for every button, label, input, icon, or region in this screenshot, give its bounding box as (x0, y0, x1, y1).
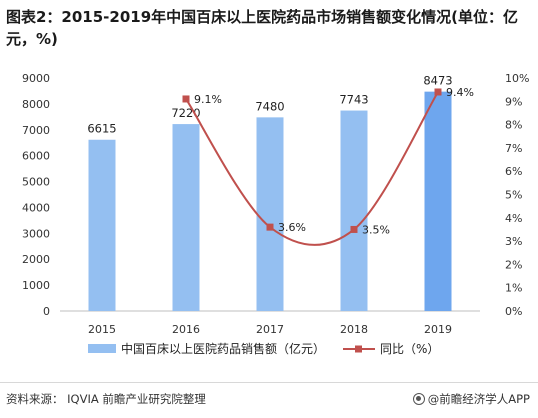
x-tick-label: 2017 (256, 323, 284, 336)
line-value-label: 9.1% (194, 93, 222, 106)
bar (88, 139, 116, 311)
bar (256, 117, 284, 312)
y-left-tick-label: 6000 (22, 150, 50, 163)
bar (340, 110, 368, 311)
brand-text: @前瞻经济学人APP (427, 392, 530, 406)
bar-value-label: 7480 (255, 99, 284, 113)
y-left-tick-label: 9000 (22, 72, 50, 85)
y-right-tick-label: 0% (505, 305, 522, 318)
line-marker (182, 95, 190, 103)
x-tick-label: 2015 (88, 323, 116, 336)
y-left-tick-label: 2000 (22, 253, 50, 266)
line-value-label: 3.5% (362, 223, 390, 236)
line-marker (266, 223, 274, 231)
footer: 资料来源： IQVIA 前瞻产业研究院整理 @前瞻经济学人APP (0, 382, 538, 418)
y-right-tick-label: 10% (505, 72, 529, 85)
line-marker (434, 88, 442, 96)
x-tick-label: 2019 (424, 323, 452, 336)
y-right-tick-label: 2% (505, 258, 522, 271)
y-right-tick-label: 8% (505, 119, 522, 132)
bar (424, 91, 452, 311)
line-value-label: 3.6% (278, 221, 306, 234)
legend-label-line: 同比（%） (380, 342, 439, 356)
y-left-tick-label: 7000 (22, 124, 50, 137)
y-left-tick-label: 8000 (22, 98, 50, 111)
yoy-line (185, 91, 439, 246)
y-left-tick-label: 3000 (22, 227, 50, 240)
y-right-tick-label: 3% (505, 235, 522, 248)
y-left-tick-label: 5000 (22, 176, 50, 189)
chart: 0 1000 2000 3000 4000 5000 6000 7000 8000 9000 0%… (22, 72, 529, 356)
legend-label-bar: 中国百床以上医院药品销售额（亿元） (121, 341, 325, 356)
y-right-tick-label: 5% (505, 189, 522, 202)
chart-title: 图表2：2015-2019年中国百床以上医院药品市场销售额变化情况(单位：亿元，… (6, 8, 519, 48)
y-right-tick-label: 4% (505, 212, 522, 225)
brand: @前瞻经济学人APP (412, 391, 530, 407)
line-value-label: 9.4% (446, 86, 474, 99)
x-tick-label: 2018 (340, 323, 368, 336)
legend: 中国百床以上医院药品销售额（亿元） 同比（%） (88, 341, 439, 356)
bar-value-label: 6615 (87, 122, 116, 136)
x-tick-label: 2016 (172, 323, 200, 336)
line-marker (350, 225, 358, 233)
y-right-tick-label: 9% (505, 95, 522, 108)
source-text: 资料来源： IQVIA 前瞻产业研究院整理 (6, 392, 206, 406)
bar-value-label: 8473 (423, 74, 452, 88)
y-right-tick-label: 7% (505, 142, 522, 155)
bar-value-label: 7743 (339, 93, 368, 107)
y-left-tick-label: 1000 (22, 279, 50, 292)
y-left-tick-label: 0 (43, 305, 50, 318)
y-left-tick-label: 4000 (22, 201, 50, 214)
brand-logo-icon (412, 393, 425, 405)
bar (172, 124, 200, 312)
y-right-tick-label: 1% (505, 282, 522, 295)
legend-swatch-bar (88, 344, 116, 353)
y-right-tick-label: 6% (505, 165, 522, 178)
legend-swatch-marker (355, 345, 362, 353)
